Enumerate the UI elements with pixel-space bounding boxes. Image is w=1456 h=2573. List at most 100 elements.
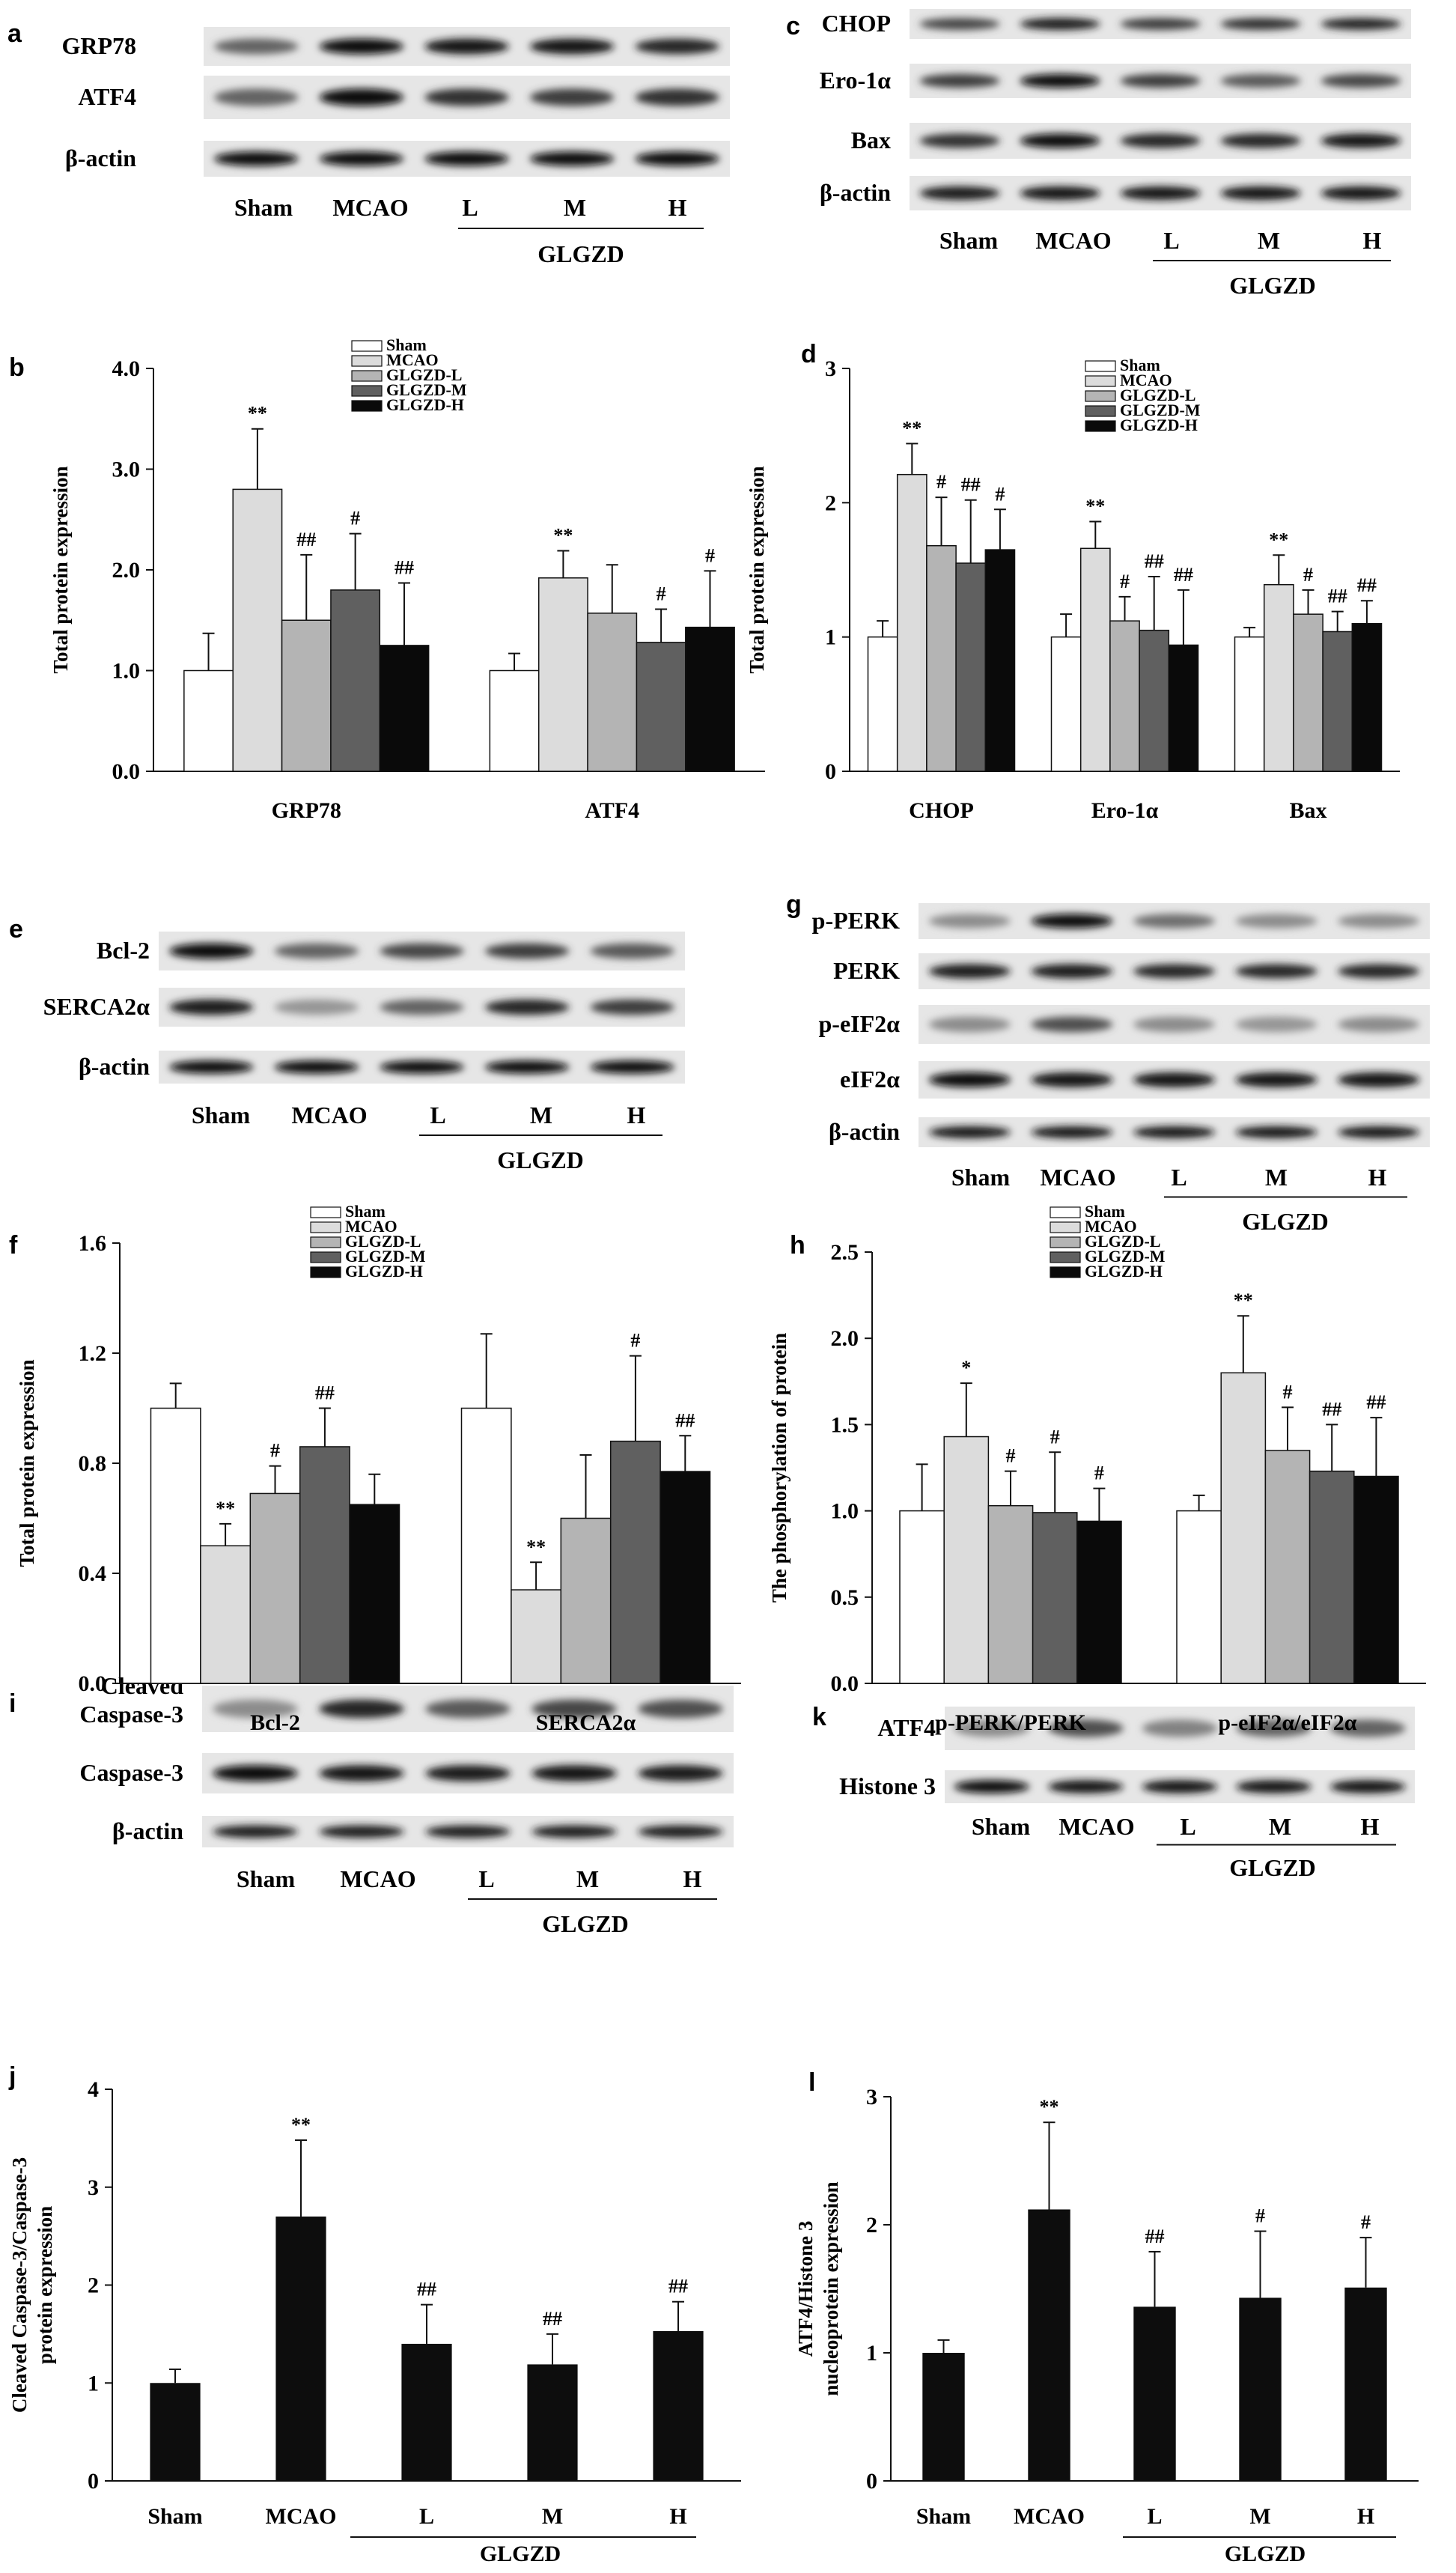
significance-mark: ## [1145, 2226, 1165, 2247]
legend-swatch [310, 1251, 341, 1263]
bar [150, 1407, 201, 1684]
legend-label: GLGZD-H [345, 1262, 423, 1281]
bar [275, 2216, 326, 2481]
blot-band [1020, 18, 1100, 30]
bar [955, 562, 987, 772]
blot-band [319, 1699, 404, 1719]
blot-band [214, 88, 299, 106]
legend-label: Sham [386, 335, 427, 354]
blot-band [590, 943, 674, 959]
blot-band [1048, 1719, 1124, 1737]
significance-mark: ## [668, 2276, 688, 2297]
blot-band [425, 1765, 511, 1781]
category-label: H [1357, 2504, 1374, 2529]
significance-mark: ## [395, 556, 414, 578]
legend-label: MCAO [345, 1217, 397, 1236]
lane-label: L [1163, 227, 1179, 254]
group-label: GLGZD [480, 2542, 561, 2566]
bar [1109, 620, 1140, 772]
legend-swatch [351, 355, 383, 367]
lane-label: M [1269, 1813, 1291, 1840]
category-label: p-PERK/PERK [935, 1710, 1086, 1735]
blot-row-label: Bcl-2 [97, 937, 150, 964]
blot-row-label: Caspase-3 [79, 1759, 183, 1786]
blot-band [1220, 18, 1301, 30]
significance-mark: ## [1328, 586, 1347, 607]
blot-band [380, 999, 464, 1015]
blot-band [1031, 1072, 1113, 1087]
bar [1032, 1512, 1078, 1684]
group-label: GLGZD [1229, 1854, 1316, 1881]
blot-panel-k: k ATF4 Histone 3 Sham MCAO L M H GLGZD [812, 1703, 1415, 1881]
category-label: Bcl-2 [250, 1710, 300, 1735]
legend-label: GLGZD-L [386, 365, 462, 384]
panel-letter: l [808, 2068, 815, 2097]
legend-label: GLGZD-L [345, 1232, 421, 1251]
bar [926, 544, 957, 772]
legend-label: GLGZD-L [1120, 386, 1195, 404]
blot-row-label: Histone 3 [839, 1772, 936, 1799]
significance-mark: * [961, 1357, 971, 1379]
bar [1351, 622, 1383, 772]
blot-band [424, 88, 509, 106]
blot-band [319, 1765, 404, 1781]
bar [636, 642, 686, 772]
significance-mark: # [1120, 571, 1130, 592]
significance-mark: ** [248, 403, 267, 425]
bar [1293, 613, 1324, 772]
y-axis-label: Total protein expression [746, 466, 768, 673]
blot-band [1338, 914, 1420, 929]
category-label: MCAO [1014, 2504, 1085, 2529]
blot-band [319, 151, 404, 166]
blot-band [484, 999, 570, 1015]
legend-label: GLGZD-M [1120, 401, 1201, 419]
y-tick-label: 2 [88, 2273, 99, 2298]
blot-row-label: eIF2α [840, 1066, 900, 1093]
significance-mark: ## [1174, 564, 1193, 586]
significance-mark: ## [1145, 550, 1164, 572]
legend-swatch [1050, 1236, 1081, 1248]
category-label: SERCA2α [536, 1710, 636, 1735]
y-tick-label: 1.0 [112, 659, 141, 684]
bar [922, 2353, 965, 2481]
category-label: CHOP [909, 798, 974, 823]
blot-band [531, 1825, 617, 1838]
legend-swatch [1085, 375, 1116, 387]
bar [560, 1517, 612, 1684]
lane-label: L [478, 1865, 494, 1892]
blot-panel-e: e Bcl-2 SERCA2α β-actin Sham MCAO L M H GLGZD [9, 915, 685, 1173]
y-tick-label: 2 [866, 2213, 877, 2238]
blot-band [1142, 1780, 1218, 1793]
blot-panel-c: c CHOP Ero-1α Bax β-actin Sham MCAO L M H GLGZD [786, 9, 1411, 299]
y-tick-label: 2.0 [112, 558, 141, 583]
y-tick-label: 4 [88, 2077, 99, 2102]
blot-band [1133, 964, 1216, 979]
blot-band [1329, 1780, 1406, 1793]
bar [1263, 583, 1294, 772]
blot-band [213, 1825, 298, 1838]
y-axis-label: Cleaved Caspase-3/Caspase-3 protein expre… [8, 2157, 56, 2413]
blot-band [1020, 186, 1100, 201]
blot-band [1235, 964, 1318, 979]
blot-band [928, 1126, 1011, 1138]
blot-band [1235, 1016, 1318, 1033]
bar [899, 1510, 945, 1684]
y-tick-label: 1 [88, 2371, 99, 2396]
blot-band [919, 18, 1000, 30]
blot-band [638, 1699, 723, 1719]
lane-label: H [1368, 1164, 1387, 1191]
lane-label: MCAO [291, 1102, 367, 1128]
blot-band [319, 88, 404, 106]
blot-band [529, 88, 615, 106]
category-label: Sham [147, 2504, 202, 2529]
lane-label: Sham [939, 227, 999, 254]
blot-band [1321, 133, 1401, 148]
category-label: H [669, 2504, 686, 2529]
blot-row-label: SERCA2α [43, 993, 150, 1020]
category-label: Bax [1289, 798, 1326, 823]
blot-band [1220, 73, 1301, 88]
legend-swatch [1050, 1266, 1081, 1278]
blot-band [1338, 1126, 1420, 1138]
y-tick-label: 2.5 [831, 1240, 859, 1265]
category-label: GRP78 [272, 798, 341, 823]
